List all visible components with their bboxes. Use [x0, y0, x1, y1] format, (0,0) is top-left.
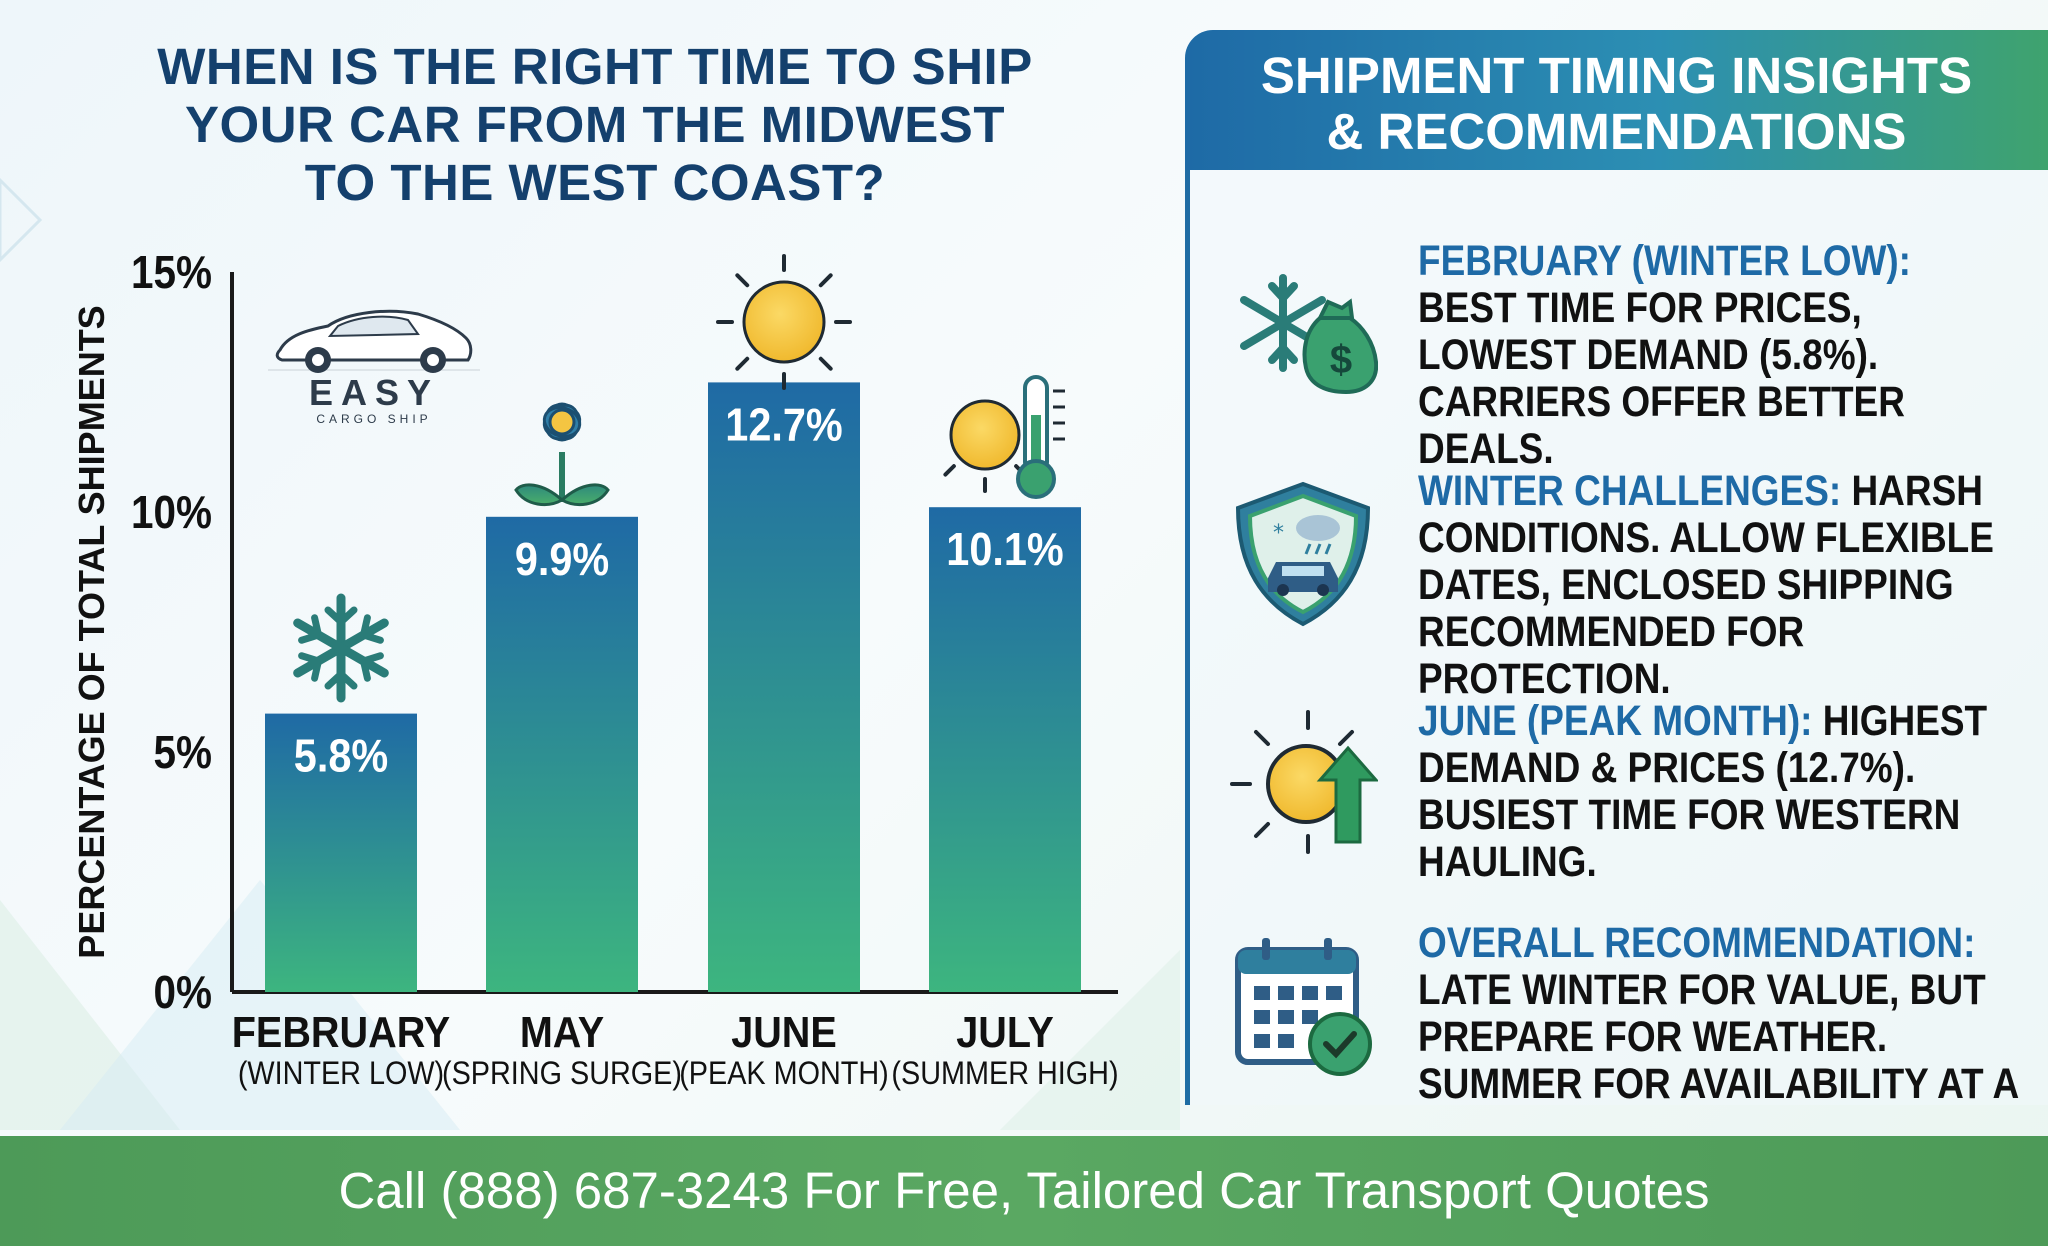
- insight-body: BEST TIME FOR PRICES, LOWEST DEMAND (5.8…: [1418, 284, 1905, 473]
- panel-title-line: SHIPMENT TIMING INSIGHTS: [1260, 47, 1973, 104]
- bar-value-label: 5.8%: [294, 731, 388, 783]
- insight-title: JUNE (PEAK MONTH):: [1418, 697, 1813, 745]
- bar: [486, 516, 638, 992]
- y-axis-label: PERCENTAGE OF TOTAL SHIPMENTS: [71, 305, 112, 958]
- insight-text: WINTER CHALLENGES: HARSH CONDITIONS. ALL…: [1418, 468, 2029, 703]
- bar: [708, 382, 860, 992]
- bar: [929, 507, 1081, 992]
- x-tick-label: JULY: [956, 1007, 1054, 1056]
- title-line: YOUR CAR FROM THE MIDWEST: [185, 96, 1005, 153]
- insight-text: JUNE (PEAK MONTH): HIGHEST DEMAND & PRIC…: [1418, 698, 2029, 886]
- insight-text: OVERALL RECOMMENDATION: LATE WINTER FOR …: [1418, 919, 2029, 1106]
- x-tick-sublabel: (PEAK MONTH): [679, 1056, 889, 1092]
- sun-up-arrow-icon: [1230, 710, 1378, 854]
- insight-text: FEBRUARY (WINTER LOW): BEST TIME FOR PRI…: [1418, 238, 2029, 473]
- insights-list: $ FEBRUARY (WINTER LOW): BEST TIME FOR P…: [1185, 170, 2048, 1105]
- y-tick-label: 10%: [131, 488, 212, 539]
- sun-thermometer-icon: [943, 375, 1065, 499]
- snowflake-money-bag-icon: $: [1240, 274, 1378, 395]
- shield-car-storm-icon: *: [1235, 481, 1371, 627]
- insights-panel: SHIPMENT TIMING INSIGHTS & RECOMMENDATIO…: [1185, 30, 2048, 1105]
- logo-brand-text: EASY: [308, 372, 440, 413]
- footer-call-banner[interactable]: Call (888) 687-3243 For Free, Tailored C…: [0, 1136, 2048, 1246]
- bar-value-label: 9.9%: [515, 534, 609, 586]
- x-tick-sublabel: (WINTER LOW): [238, 1056, 444, 1092]
- bar: [265, 713, 417, 992]
- insight-title: FEBRUARY (WINTER LOW):: [1418, 237, 1912, 285]
- svg-text:*: *: [1273, 521, 1284, 546]
- bar-value-label: 10.1%: [946, 524, 1063, 576]
- y-tick-label: 0%: [154, 968, 212, 1019]
- y-tick-label: 5%: [154, 728, 212, 779]
- insight-body: HIGHEST DEMAND & PRICES (12.7%). BUSIEST…: [1418, 697, 1988, 886]
- sun-icon: [716, 254, 852, 390]
- x-tick-label: MAY: [520, 1007, 604, 1056]
- title-line: TO THE WEST COAST?: [304, 154, 886, 211]
- calendar-check-icon: [1235, 938, 1372, 1076]
- insight-body: HARSH CONDITIONS. ALLOW FLEXIBLE DATES, …: [1418, 467, 1994, 703]
- insights-panel-header: SHIPMENT TIMING INSIGHTS & RECOMMENDATIO…: [1185, 30, 2048, 170]
- x-tick-label: JUNE: [731, 1007, 837, 1056]
- logo-tagline-text: CARGO SHIP: [316, 412, 432, 426]
- y-tick-label: 15%: [131, 248, 212, 299]
- x-tick-sublabel: (SUMMER HIGH): [891, 1056, 1118, 1092]
- footer-text: Call (888) 687-3243 For Free, Tailored C…: [338, 1162, 1710, 1219]
- insight-body: LATE WINTER FOR VALUE, BUT PREPARE FOR W…: [1418, 966, 2018, 1106]
- snowflake-icon: [293, 593, 389, 703]
- insight-title: WINTER CHALLENGES:: [1418, 467, 1842, 515]
- title-line: WHEN IS THE RIGHT TIME TO SHIP: [157, 38, 1033, 95]
- bar-chart: 0% 5% 10% 15% PERCENTAGE OF TOTAL SHIPMENTS 5…: [71, 248, 1119, 1092]
- panel-title-line: & RECOMMENDATIONS: [1326, 103, 1907, 160]
- svg-text:$: $: [1330, 338, 1352, 382]
- insight-title: OVERALL RECOMMENDATION:: [1418, 919, 1976, 967]
- chart-title: WHEN IS THE RIGHT TIME TO SHIP YOUR CAR …: [100, 38, 1090, 212]
- flower-icon: [514, 402, 610, 507]
- x-tick-sublabel: (SPRING SURGE): [442, 1056, 682, 1092]
- bar-value-label: 12.7%: [725, 399, 842, 451]
- x-tick-label: FEBRUARY: [232, 1007, 451, 1056]
- easy-cargo-ship-logo: [268, 309, 480, 373]
